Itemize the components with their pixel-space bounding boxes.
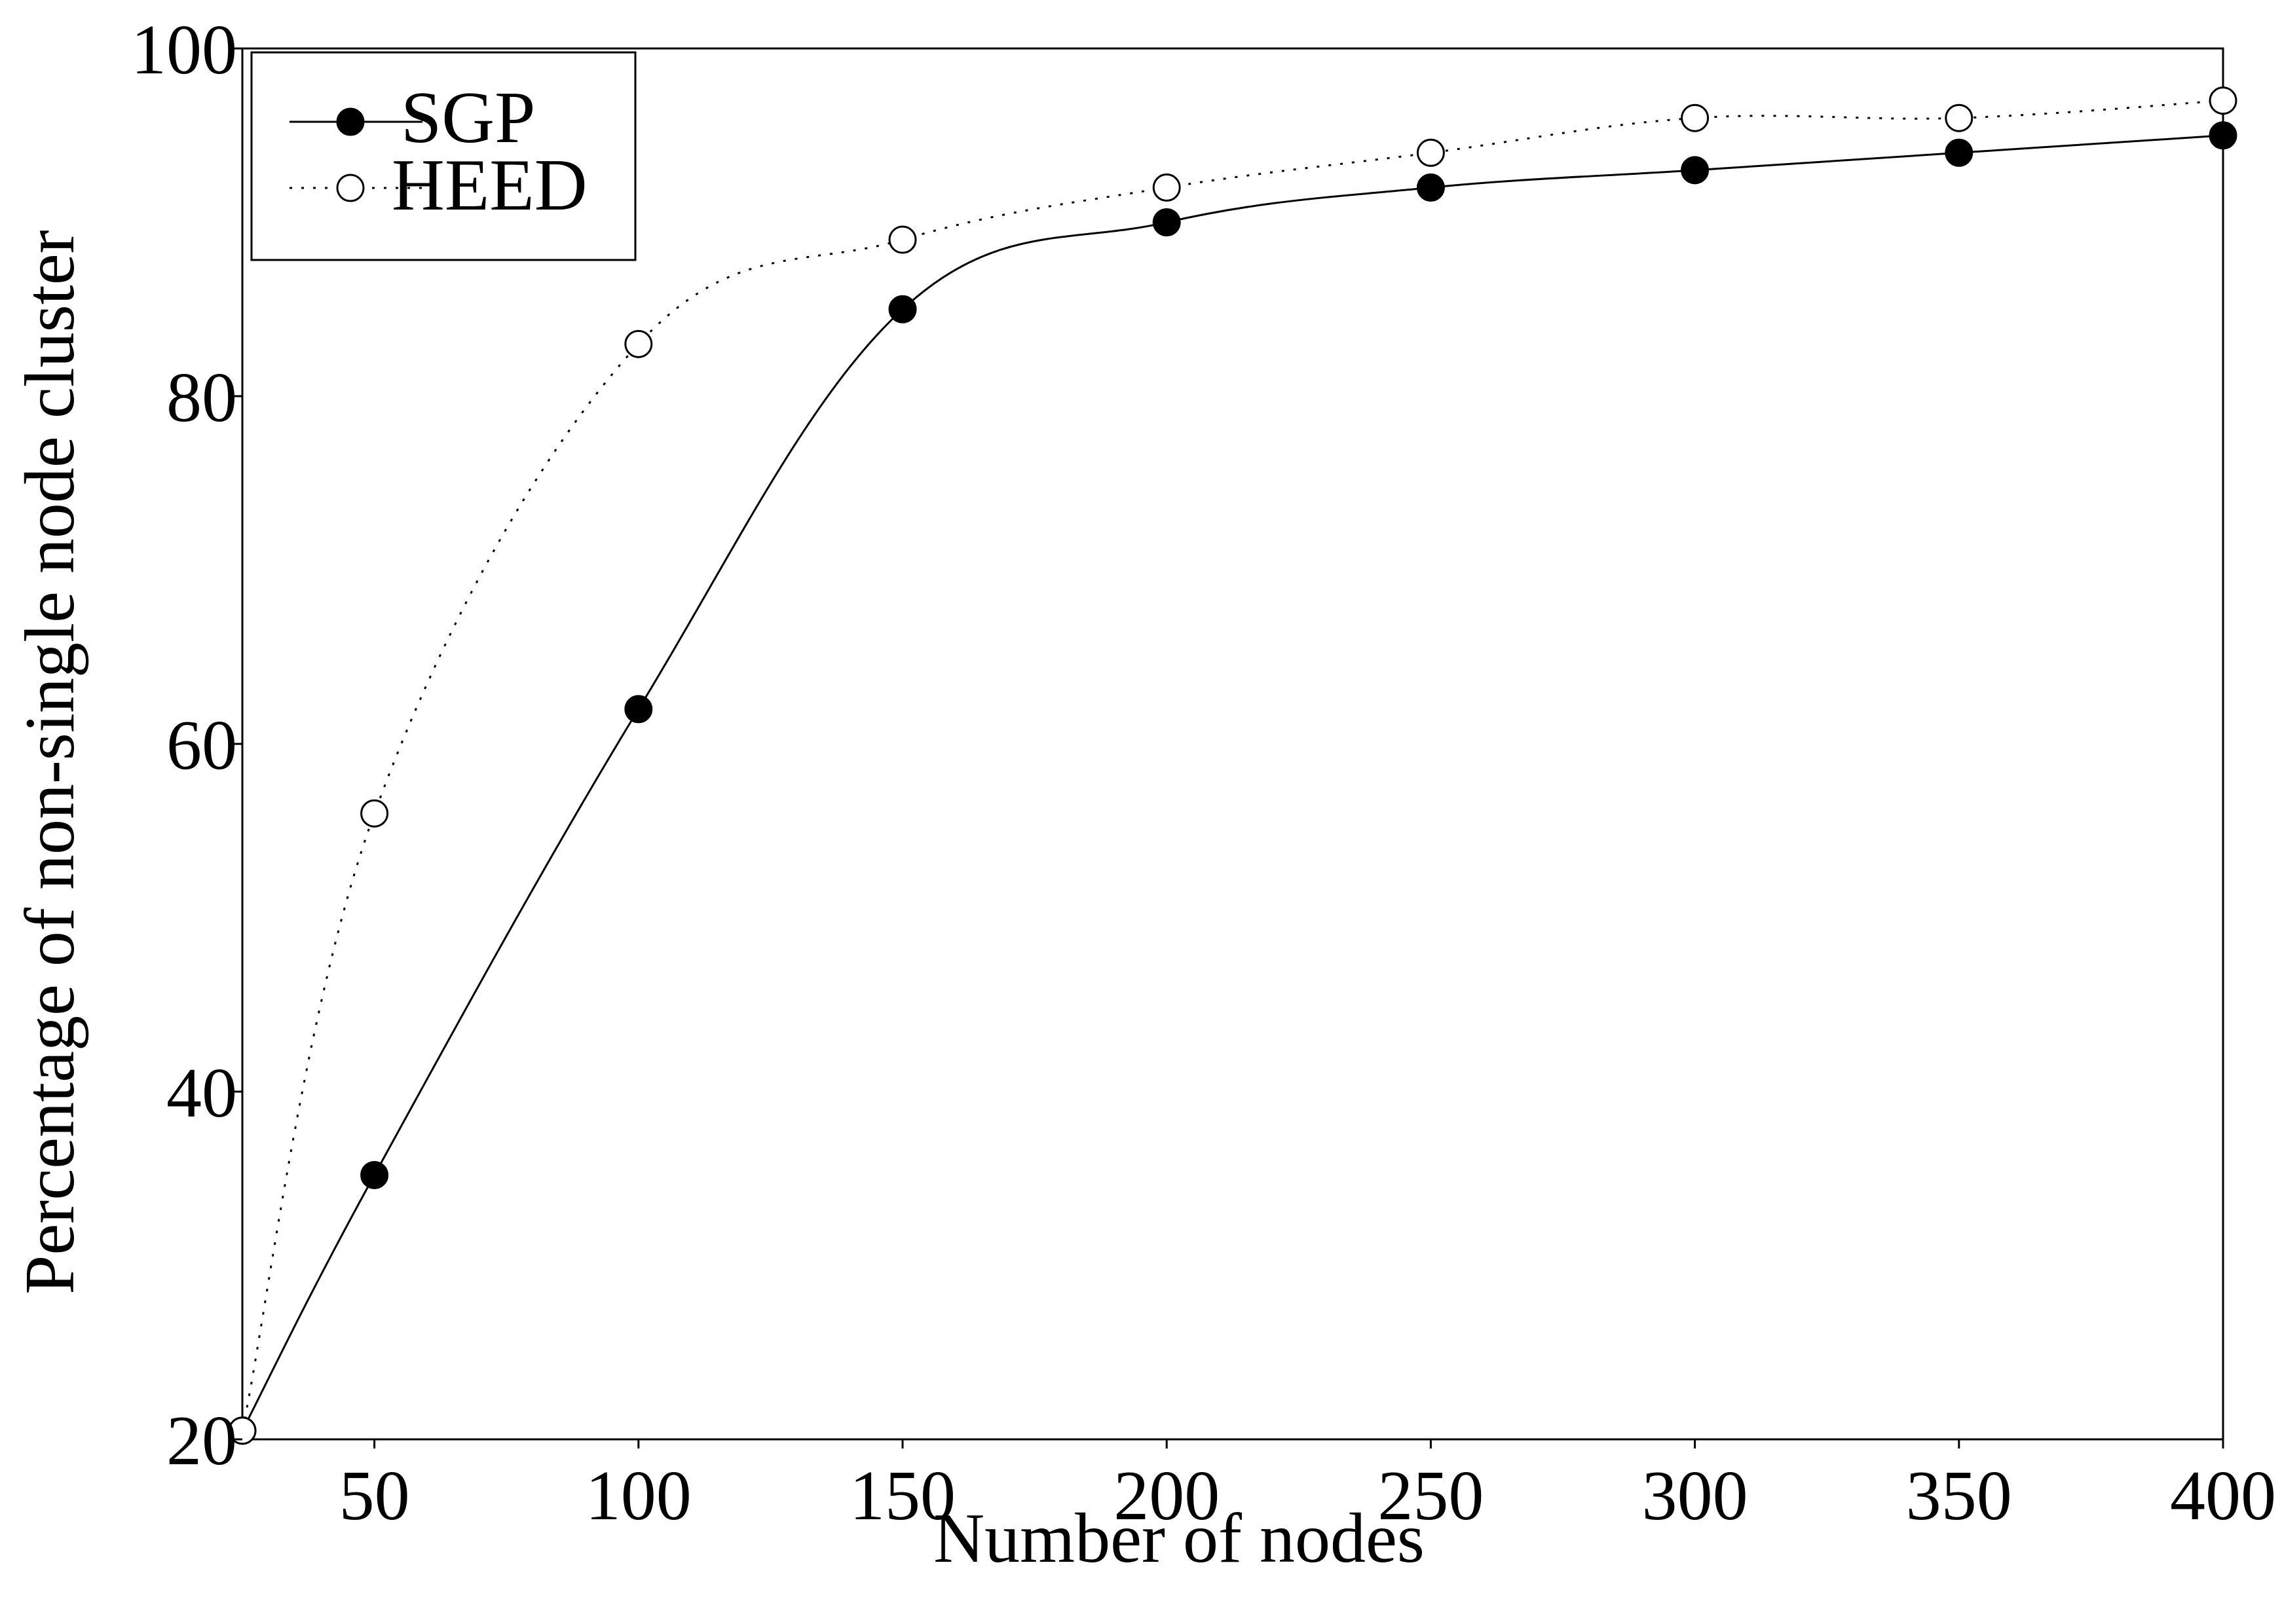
heed-point-300 bbox=[1681, 103, 1710, 132]
y-tick-label-100: 100 bbox=[131, 11, 237, 89]
x-axis-label: Number of nodes bbox=[933, 1500, 1425, 1578]
legend: SGP HEED bbox=[250, 51, 637, 261]
heed-point-25 bbox=[228, 1416, 257, 1445]
y-tick-label-60: 60 bbox=[166, 707, 237, 784]
sgp-point-400 bbox=[2209, 121, 2237, 150]
legend-sgp-label: SGP bbox=[401, 77, 535, 158]
sgp-point-150 bbox=[888, 295, 917, 323]
tick-layer: 50 100 150 200 250 300 350 400 20 40 60 80 100 bbox=[131, 11, 2276, 1535]
sgp-point-300 bbox=[1681, 156, 1710, 185]
y-tick-label-20: 20 bbox=[166, 1402, 237, 1480]
heed-point-350 bbox=[1945, 103, 1973, 132]
sgp-series-line bbox=[241, 134, 2224, 1431]
sgp-point-200 bbox=[1152, 208, 1181, 236]
x-tick-label-50: 50 bbox=[339, 1457, 410, 1535]
y-tick-label-80: 80 bbox=[166, 359, 237, 437]
x-tick-label-200: 200 bbox=[1113, 1457, 1220, 1535]
heed-point-50 bbox=[360, 799, 389, 828]
heed-point-200 bbox=[1152, 173, 1181, 202]
sgp-point-100 bbox=[624, 695, 653, 724]
y-tick-label-40: 40 bbox=[166, 1054, 237, 1132]
heed-point-400 bbox=[2209, 86, 2237, 115]
x-tick-label-350: 350 bbox=[1906, 1457, 2012, 1535]
legend-sgp-marker bbox=[336, 107, 365, 136]
heed-series-line bbox=[241, 100, 2224, 1431]
sgp-point-50 bbox=[360, 1160, 389, 1189]
x-tick-label-100: 100 bbox=[586, 1457, 692, 1535]
legend-box bbox=[250, 51, 637, 261]
legend-heed-marker bbox=[336, 174, 365, 202]
x-tick-label-400: 400 bbox=[2170, 1457, 2276, 1535]
sgp-point-350 bbox=[1945, 138, 1973, 167]
heed-point-250 bbox=[1416, 138, 1445, 167]
heed-point-150 bbox=[888, 225, 917, 254]
x-tick-label-150: 150 bbox=[850, 1457, 956, 1535]
series-layer bbox=[228, 86, 2237, 1445]
x-tick-label-300: 300 bbox=[1642, 1457, 1748, 1535]
x-tick-label-250: 250 bbox=[1377, 1457, 1484, 1535]
legend-heed-label: HEED bbox=[392, 145, 588, 226]
heed-point-100 bbox=[624, 329, 653, 358]
sgp-point-250 bbox=[1416, 173, 1445, 202]
y-axis-label: Percentage of non-single node cluster bbox=[11, 230, 89, 1294]
